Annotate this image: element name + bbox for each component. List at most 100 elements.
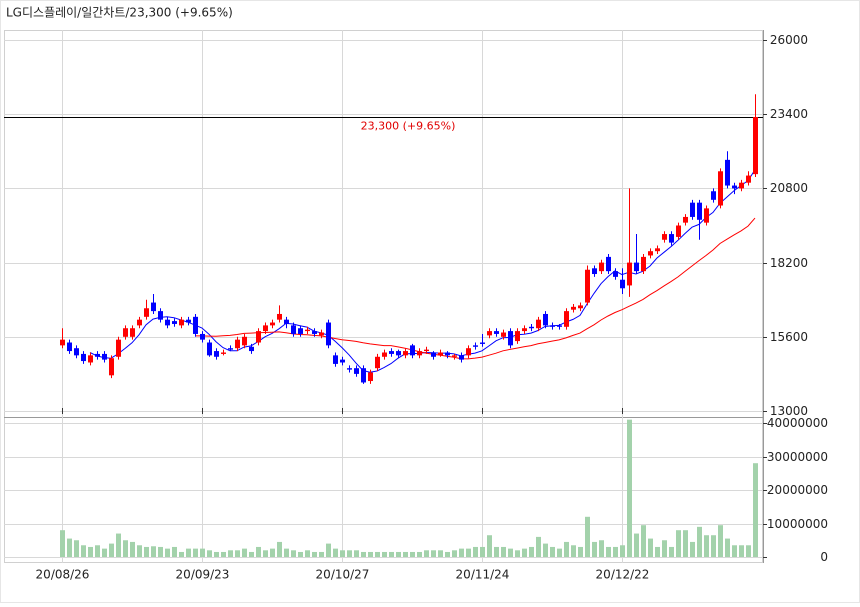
x-tick-label: 20/12/22 <box>596 568 650 582</box>
y-tick-label: 40000000 <box>767 416 828 430</box>
volume-bar <box>67 538 72 557</box>
candle-body <box>347 368 352 370</box>
volume-bar <box>592 541 597 557</box>
volume-bar <box>704 535 709 557</box>
volume-bar <box>193 548 198 557</box>
candle-body <box>151 302 156 312</box>
volume-bar <box>522 548 527 557</box>
volume-bar <box>284 548 289 557</box>
candle-body <box>578 305 583 309</box>
volume-bar <box>634 533 639 557</box>
volume-bar <box>648 538 653 557</box>
x-tick-label: 20/09/23 <box>176 568 230 582</box>
y-tick-label: 15600 <box>770 330 808 344</box>
volume-bar <box>277 541 282 557</box>
volume-bar <box>578 546 583 557</box>
volume-bar <box>116 533 121 557</box>
candle-body <box>515 331 520 342</box>
price-label: 23,300 (+9.65%) <box>361 120 456 133</box>
candle-body <box>389 351 394 354</box>
candle-body <box>438 352 443 356</box>
volume-bar <box>739 545 744 557</box>
candle-body <box>522 328 527 332</box>
volume-bar <box>109 543 114 557</box>
y-tick-label: 20000000 <box>767 483 828 497</box>
y-tick-label: 18200 <box>770 256 808 270</box>
candle-body <box>340 359 345 363</box>
volume-bar <box>543 543 548 557</box>
volume-bar <box>529 546 534 557</box>
candle-body <box>95 353 100 357</box>
candle-body <box>473 345 478 347</box>
candle-body <box>88 355 93 363</box>
candle-body <box>417 351 422 356</box>
candle-body <box>102 353 107 360</box>
candle-body <box>312 331 317 334</box>
candle-body <box>648 251 653 256</box>
candle-body <box>193 316 198 334</box>
candle-body <box>137 319 142 326</box>
candle-body <box>410 345 415 356</box>
candle-body <box>487 331 492 336</box>
volume-bar <box>627 419 632 557</box>
candle-body <box>249 346 254 352</box>
candle-body <box>403 351 408 356</box>
candle-body <box>319 332 324 336</box>
candle-body <box>74 348 79 356</box>
candle-body <box>452 355 457 357</box>
volume-bar <box>753 463 758 557</box>
volume-bar <box>669 546 674 557</box>
candle-body <box>284 319 289 324</box>
volume-bar <box>410 551 415 557</box>
volume-bar <box>74 540 79 557</box>
candle-body <box>571 306 576 310</box>
volume-bar <box>515 550 520 557</box>
volume-bar <box>200 548 205 557</box>
volume-bar <box>291 550 296 557</box>
volume-bar <box>60 530 65 557</box>
candle-body <box>459 355 464 360</box>
candle-body <box>263 325 268 332</box>
volume-bar <box>431 550 436 557</box>
candle-body <box>291 325 296 334</box>
volume-bar <box>599 540 604 557</box>
candle-body <box>130 328 135 337</box>
y-tick-label: 20800 <box>770 181 808 195</box>
candle-body <box>732 185 737 189</box>
candle-body <box>368 372 373 382</box>
volume-bar <box>130 541 135 557</box>
volume-bar <box>641 525 646 557</box>
volume-bar <box>711 535 716 557</box>
candle-body <box>746 175 751 183</box>
candle-body <box>508 331 513 346</box>
candle-body <box>711 191 716 200</box>
candle-body <box>235 339 240 349</box>
candle-body <box>494 331 499 334</box>
candle-body <box>67 342 72 352</box>
volume-bar <box>137 545 142 557</box>
candle-body <box>739 182 744 189</box>
candle-body <box>326 322 331 346</box>
candle-body <box>585 269 590 303</box>
candle-body <box>333 355 338 364</box>
candle-body <box>592 268 597 275</box>
volume-bar <box>375 551 380 557</box>
volume-bar <box>221 551 226 557</box>
y-tick-label: 13000 <box>770 404 808 418</box>
volume-bar <box>158 546 163 557</box>
candle-body <box>690 202 695 217</box>
candle-body <box>725 159 730 186</box>
volume-bar <box>501 546 506 557</box>
candle-body <box>704 208 709 223</box>
volume-bar <box>95 545 100 557</box>
candle-body <box>676 225 681 237</box>
volume-bar <box>620 545 625 557</box>
candle-body <box>214 351 219 357</box>
volume-bar <box>697 526 702 557</box>
volume-bar <box>487 535 492 557</box>
volume-bar <box>270 548 275 557</box>
volume-bar <box>417 551 422 557</box>
plot-frame <box>4 30 763 563</box>
volume-bar <box>550 546 555 557</box>
